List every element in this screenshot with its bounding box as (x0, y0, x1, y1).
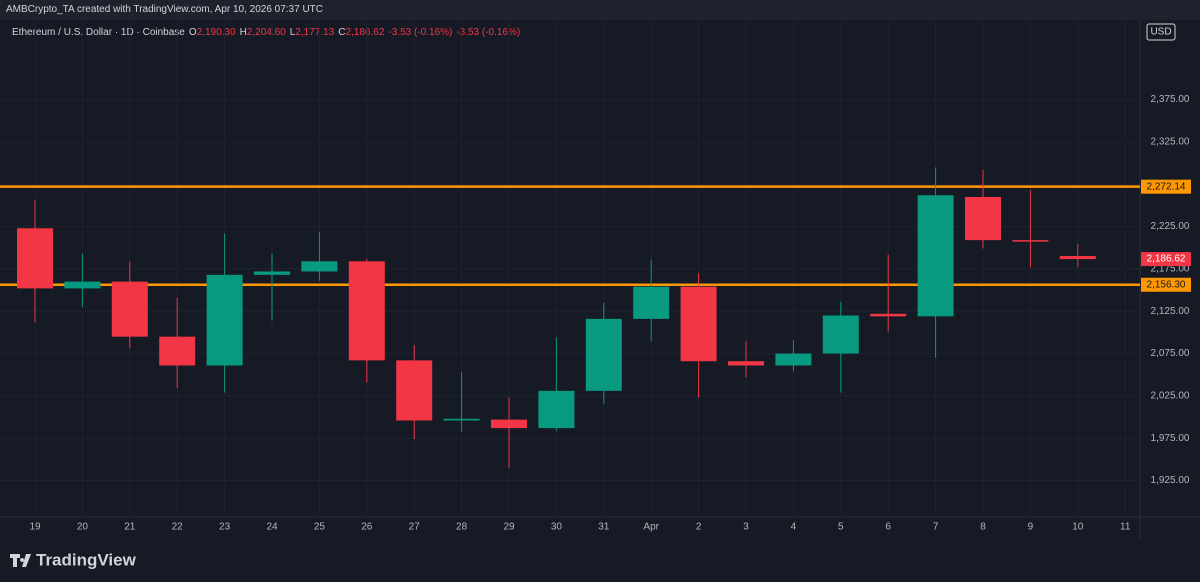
plot (0, 20, 1140, 517)
candle-body (775, 353, 812, 366)
candle-body (64, 281, 101, 289)
x-tick-label: 20 (77, 522, 89, 533)
candle-body (585, 318, 622, 391)
candle-body (206, 274, 243, 366)
x-tick-label: 24 (266, 522, 278, 533)
candle-body (301, 261, 338, 272)
candle-body (254, 271, 290, 275)
y-tick-label: 2,325.00 (1151, 137, 1190, 148)
legend-item: H (240, 27, 247, 38)
x-tick-label: Apr (643, 522, 659, 533)
y-tick-label: 2,025.00 (1151, 391, 1190, 402)
candle-body (443, 418, 480, 421)
y-tick-label: 2,375.00 (1151, 94, 1190, 105)
x-tick-label: 23 (219, 522, 231, 533)
y-tick-label: 2,075.00 (1151, 348, 1190, 359)
legend-item: L (290, 27, 296, 38)
logo-icon (10, 554, 31, 567)
level-tag (1141, 277, 1191, 292)
legend-item: Ethereum / U.S. Dollar · 1D · Coinbase (12, 27, 185, 38)
last-price-tag (1141, 252, 1191, 267)
x-tick-label: 3 (743, 522, 749, 533)
x-tick-label: 26 (361, 522, 373, 533)
candle-body (111, 281, 148, 337)
last-price-label: 2,186.62 (1147, 254, 1186, 265)
x-tick-label: 10 (1072, 522, 1084, 533)
legend-item: O (189, 27, 197, 38)
candle-body (1059, 255, 1096, 260)
y-tick-label: 2,175.00 (1151, 264, 1190, 275)
legend-item: 2,204.60 (247, 27, 286, 38)
candle-body (1012, 240, 1049, 242)
currency: USD (1150, 27, 1171, 38)
x-tick-label: 2 (696, 522, 702, 533)
legend-item: -3.53 (-0.16%) (456, 27, 520, 38)
candle-body (633, 286, 670, 319)
credit: AMBCrypto_TA created with TradingView.co… (0, 0, 1200, 20)
x-tick-label: 8 (980, 522, 986, 533)
candle-body (538, 390, 575, 429)
x-tick-label: 30 (551, 522, 563, 533)
candle-body (396, 360, 433, 421)
candle-body (965, 196, 1001, 241)
legend-item: -3.53 (-0.16%) (388, 27, 452, 38)
x-tick-label: 5 (838, 522, 844, 533)
y-tick-label: 2,125.00 (1151, 306, 1190, 317)
y-tick-label: 2,225.00 (1151, 221, 1190, 232)
y-tick-label: 1,925.00 (1151, 475, 1190, 486)
level-label: 2,272.14 (1147, 181, 1186, 192)
candle-body (728, 361, 764, 366)
candle-body (348, 261, 385, 361)
x-tick-label: 7 (933, 522, 939, 533)
candle-body (917, 195, 954, 317)
x-tick-label: 29 (503, 522, 515, 533)
legend-item: 2,177.13 (295, 27, 334, 38)
legend-item: 2,190.30 (197, 27, 236, 38)
x-tick-label: 22 (172, 522, 184, 533)
candle-body (822, 315, 859, 354)
legend-item: 2,186.62 (345, 27, 384, 38)
x-tick-label: 27 (409, 522, 421, 533)
x-tick-label: 6 (885, 522, 891, 533)
currency-button[interactable] (1146, 23, 1176, 41)
brand: TradingView (36, 550, 137, 569)
legend-item: C (338, 27, 345, 38)
x-tick-label: 31 (598, 522, 610, 533)
x-tick-label: 19 (29, 522, 41, 533)
x-tick-label: 28 (456, 522, 468, 533)
candle-body (870, 313, 907, 317)
candle-body (680, 286, 717, 362)
legend: Ethereum / U.S. Dollar · 1D · Coinbase O2… (12, 27, 520, 38)
level-tag (1141, 179, 1191, 194)
candle-body (159, 336, 196, 366)
candle-body (491, 419, 527, 429)
x-tick-label: 21 (124, 522, 136, 533)
x-tick-label: 9 (1028, 522, 1034, 533)
chart: USD Ethereum / U.S. Dollar · 1D · Coinba… (0, 20, 1200, 569)
y-tick-label: 1,975.00 (1151, 433, 1190, 444)
x-tick-label: 11 (1120, 522, 1131, 533)
x-tick-label: 4 (791, 522, 797, 533)
x-tick-label: 25 (314, 522, 326, 533)
level-label: 2,156.30 (1147, 279, 1186, 290)
candle-body (17, 228, 53, 289)
legend-text: Ethereum / U.S. Dollar · 1D · Coinbase O2… (12, 27, 520, 38)
